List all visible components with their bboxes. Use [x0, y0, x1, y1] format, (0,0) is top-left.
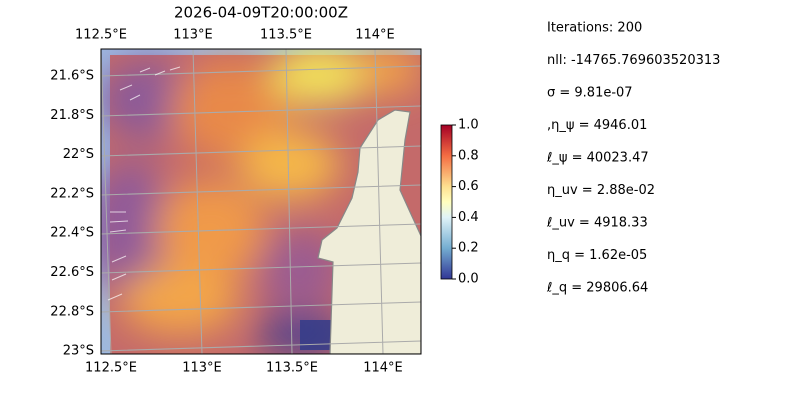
- colorbar-tick-label: 1.0: [458, 118, 479, 133]
- colorbar-tick-label: 0.2: [458, 241, 479, 256]
- stat-text: nll: -14765.769603520313: [547, 53, 720, 68]
- map-field: [101, 49, 421, 354]
- bottom-lon-label: 114°E: [363, 361, 403, 376]
- lat-label: 22.2°S: [50, 186, 94, 201]
- top-lon-label: 113°E: [173, 28, 213, 43]
- stat-text: η_q = 1.62e-05: [547, 248, 647, 263]
- stat-text: ,η_ψ = 4946.01: [547, 118, 647, 133]
- lat-label: 21.8°S: [50, 108, 94, 123]
- lat-label: 21.6°S: [50, 69, 94, 84]
- lat-label: 22.8°S: [50, 304, 94, 319]
- stat-text: Iterations: 200: [547, 21, 642, 36]
- stat-text: ℓ_q = 29806.64: [546, 281, 648, 296]
- colorbar: [440, 124, 453, 280]
- map-title: 2026-04-09T20:00:00Z: [174, 4, 348, 22]
- colorbar-tick-label: 0.6: [458, 179, 479, 194]
- lat-label: 23°S: [63, 344, 94, 359]
- bottom-lon-label: 113.5°E: [266, 361, 318, 376]
- map-frame: [100, 48, 422, 355]
- lat-label: 22.6°S: [50, 265, 94, 280]
- stat-text: σ = 9.81e-07: [547, 86, 633, 101]
- stat-text: η_uv = 2.88e-02: [547, 183, 655, 198]
- lat-label: 22°S: [63, 147, 94, 162]
- top-lon-label: 114°E: [355, 28, 395, 43]
- bottom-lon-label: 113°E: [182, 361, 222, 376]
- lat-label: 22.4°S: [50, 226, 94, 241]
- colorbar-tick-label: 0.0: [458, 272, 479, 287]
- colorbar-tick-label: 0.4: [458, 210, 479, 225]
- bottom-lon-label: 112.5°E: [85, 361, 137, 376]
- stat-text: ℓ_ψ = 40023.47: [546, 151, 649, 166]
- top-lon-label: 112.5°E: [75, 28, 127, 43]
- colorbar-tick-label: 0.8: [458, 148, 479, 163]
- stat-text: ℓ_uv = 4918.33: [546, 216, 648, 231]
- top-lon-label: 113.5°E: [260, 28, 312, 43]
